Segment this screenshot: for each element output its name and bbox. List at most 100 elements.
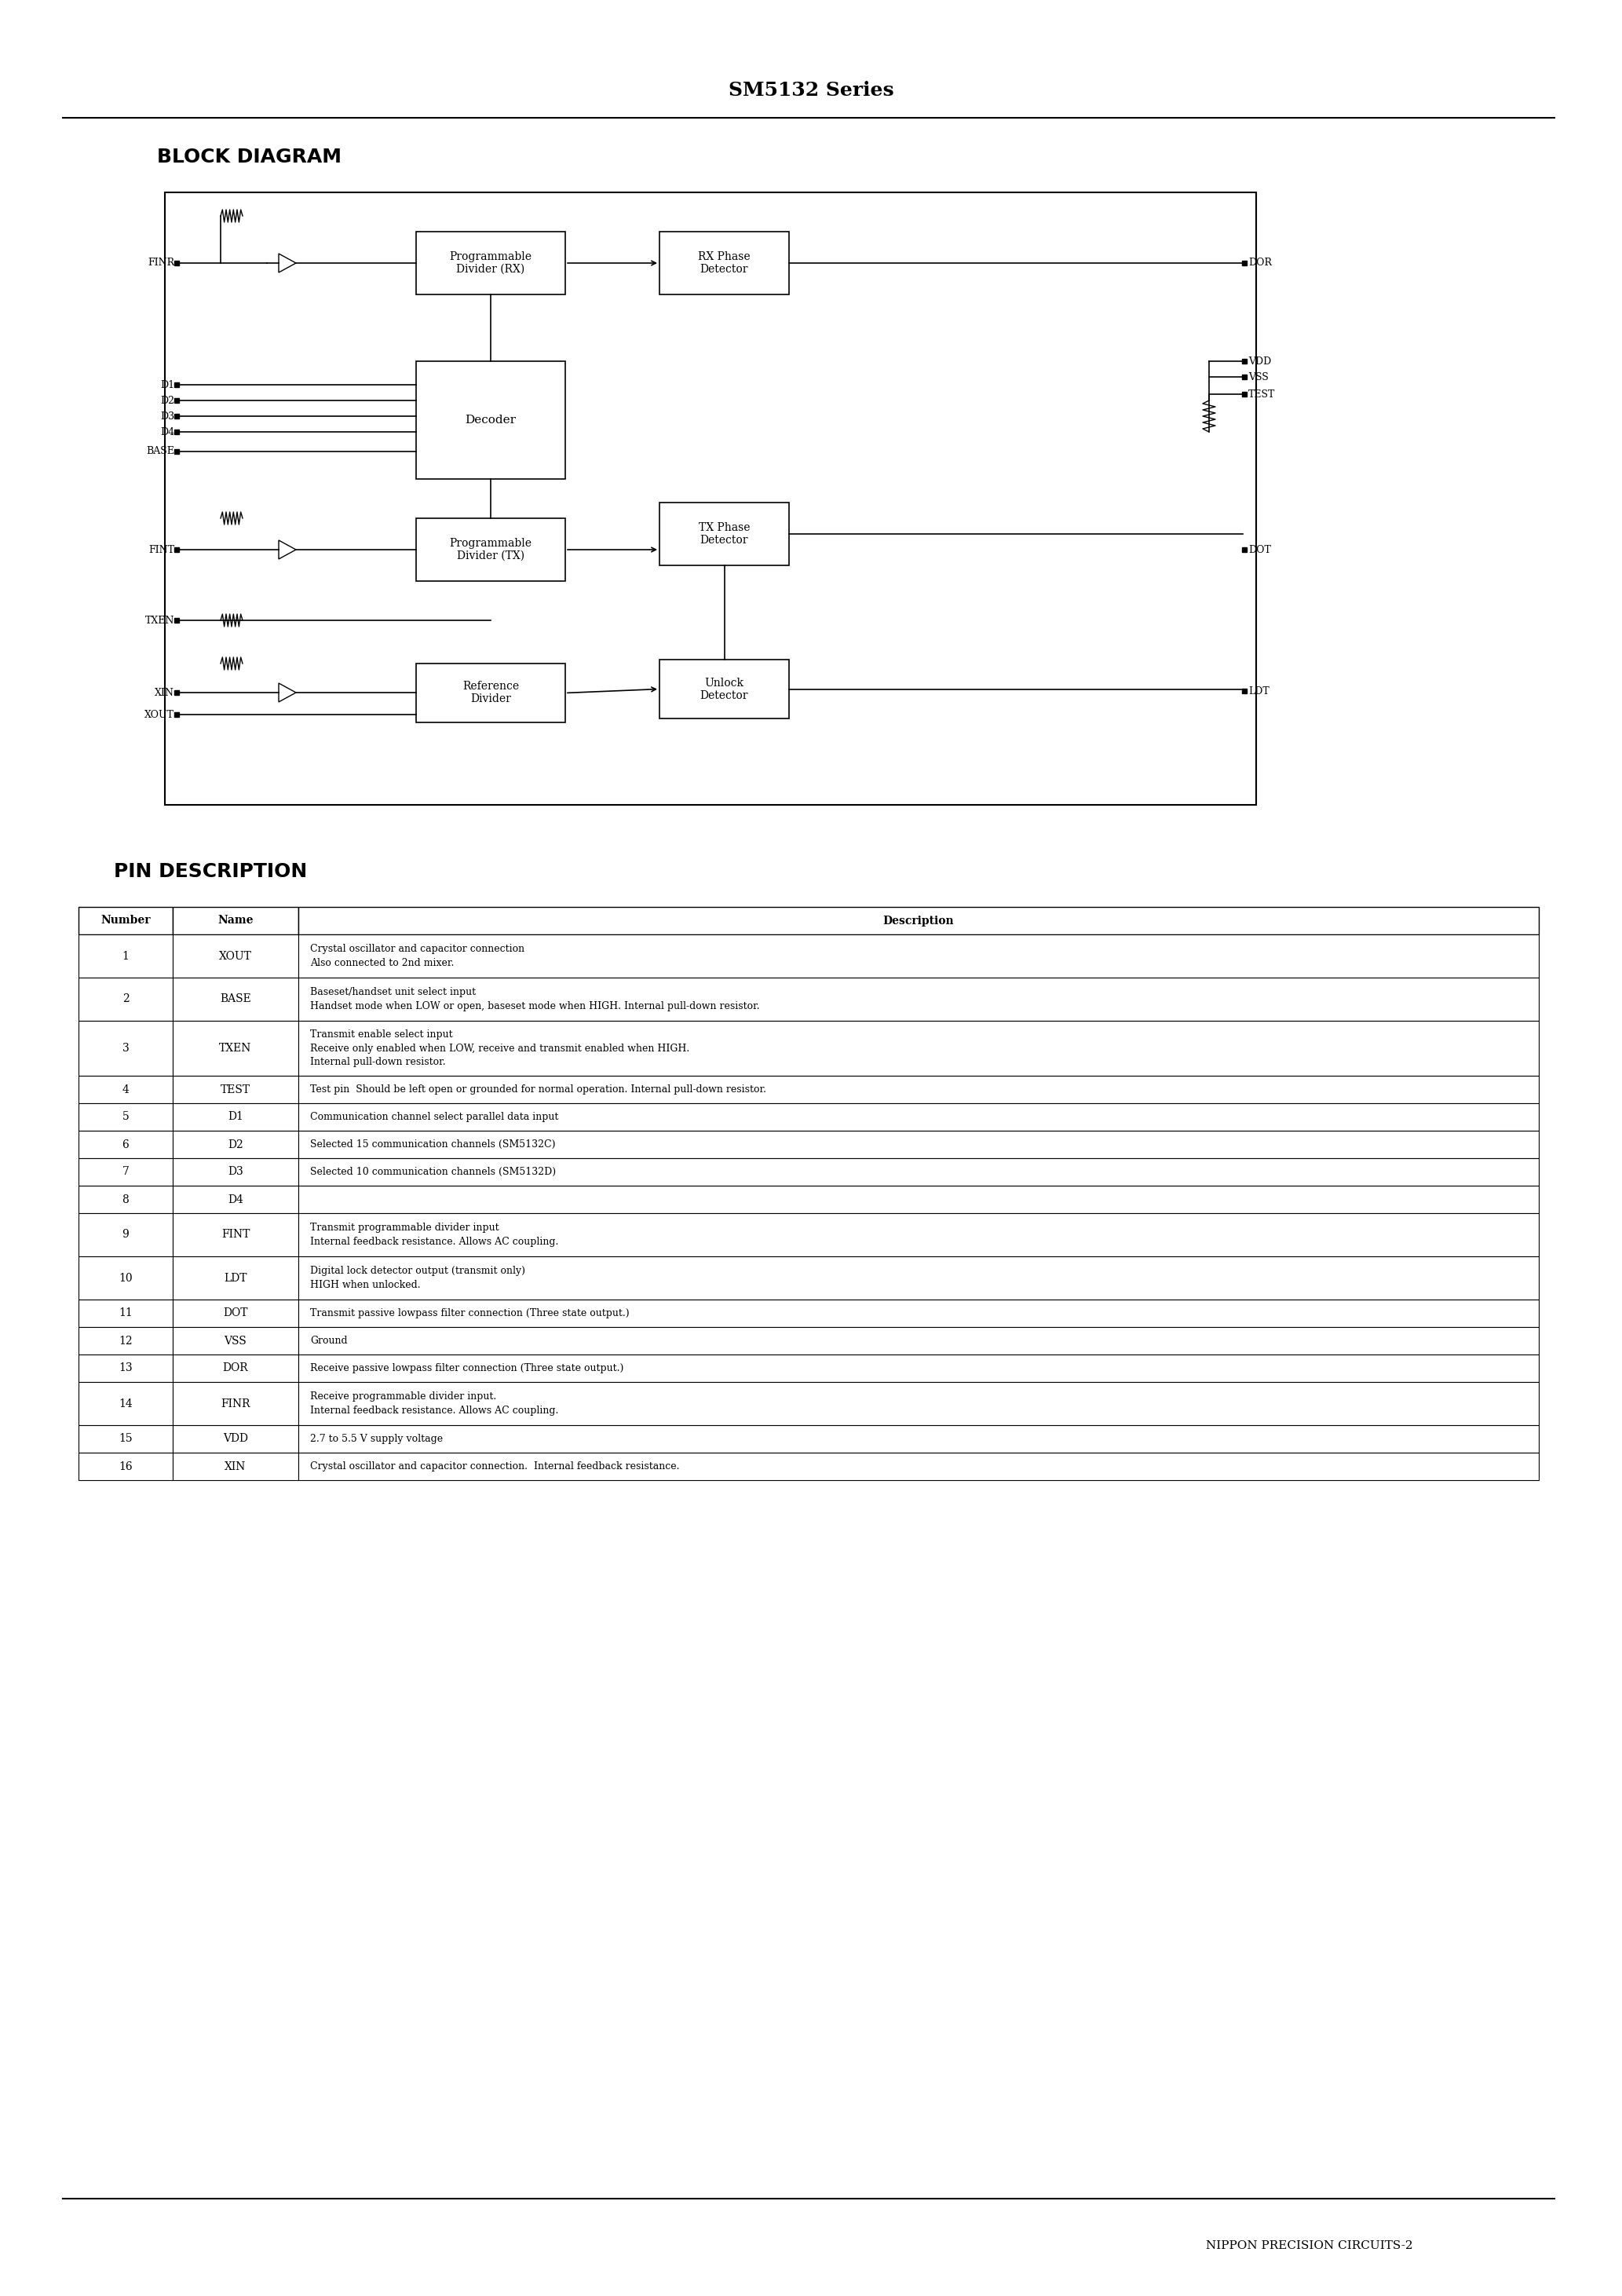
Text: Selected 15 communication channels (SM5132C): Selected 15 communication channels (SM51… xyxy=(310,1139,555,1150)
Text: TXEN: TXEN xyxy=(219,1042,251,1054)
Text: RX Phase: RX Phase xyxy=(697,250,751,262)
Text: Divider: Divider xyxy=(470,693,511,705)
Bar xyxy=(78,1256,172,1300)
Bar xyxy=(172,1130,298,1157)
Text: XOUT: XOUT xyxy=(144,709,174,719)
Text: DOT: DOT xyxy=(1249,544,1272,556)
Text: Name: Name xyxy=(217,916,253,925)
Text: D2: D2 xyxy=(227,1139,243,1150)
Text: Internal pull-down resistor.: Internal pull-down resistor. xyxy=(310,1056,446,1068)
Text: D3: D3 xyxy=(227,1166,243,1178)
Bar xyxy=(298,978,1539,1022)
Text: TEST: TEST xyxy=(1249,388,1275,400)
Text: 12: 12 xyxy=(118,1336,133,1345)
Bar xyxy=(78,1300,172,1327)
Bar xyxy=(78,978,172,1022)
Bar xyxy=(78,1453,172,1481)
Text: VSS: VSS xyxy=(1249,372,1268,381)
Bar xyxy=(78,1185,172,1212)
Text: Also connected to 2nd mixer.: Also connected to 2nd mixer. xyxy=(310,957,454,969)
Text: Baseset/handset unit select input: Baseset/handset unit select input xyxy=(310,987,475,996)
Text: Test pin  Should be left open or grounded for normal operation. Internal pull-do: Test pin Should be left open or grounded… xyxy=(310,1084,766,1095)
Text: Handset mode when LOW or open, baseset mode when HIGH. Internal pull-down resist: Handset mode when LOW or open, baseset m… xyxy=(310,1001,759,1013)
Text: 9: 9 xyxy=(122,1228,130,1240)
Bar xyxy=(298,1382,1539,1426)
Bar xyxy=(78,1382,172,1426)
Bar xyxy=(78,934,172,978)
Bar xyxy=(172,1185,298,1212)
Bar xyxy=(172,1355,298,1382)
Text: Decoder: Decoder xyxy=(466,416,516,425)
Bar xyxy=(172,1382,298,1426)
Text: Reference: Reference xyxy=(462,682,519,691)
Text: 15: 15 xyxy=(118,1433,133,1444)
Text: 5: 5 xyxy=(122,1111,130,1123)
Bar xyxy=(78,1104,172,1130)
Bar xyxy=(298,907,1539,934)
Bar xyxy=(417,519,564,581)
Bar xyxy=(172,1327,298,1355)
Text: 2.7 to 5.5 V supply voltage: 2.7 to 5.5 V supply voltage xyxy=(310,1433,443,1444)
Bar xyxy=(165,193,1255,806)
Text: Detector: Detector xyxy=(701,264,748,276)
Text: D4: D4 xyxy=(227,1194,243,1205)
Bar xyxy=(172,1157,298,1185)
Text: DOT: DOT xyxy=(224,1309,248,1318)
Text: 14: 14 xyxy=(118,1398,133,1410)
Text: Unlock: Unlock xyxy=(704,677,744,689)
Text: Internal feedback resistance. Allows AC coupling.: Internal feedback resistance. Allows AC … xyxy=(310,1405,558,1417)
Text: D1: D1 xyxy=(161,379,174,390)
Bar xyxy=(78,907,172,934)
Bar xyxy=(78,1327,172,1355)
Text: Communication channel select parallel data input: Communication channel select parallel da… xyxy=(310,1111,558,1123)
Text: FINT: FINT xyxy=(221,1228,250,1240)
Bar xyxy=(78,1022,172,1077)
Text: 16: 16 xyxy=(118,1460,133,1472)
Bar xyxy=(298,1355,1539,1382)
Bar xyxy=(172,934,298,978)
Text: Detector: Detector xyxy=(701,535,748,546)
Text: 1: 1 xyxy=(122,951,130,962)
Bar xyxy=(660,503,788,565)
Bar xyxy=(78,1077,172,1104)
Text: D4: D4 xyxy=(161,427,174,436)
Text: VDD: VDD xyxy=(222,1433,248,1444)
Text: Transmit enable select input: Transmit enable select input xyxy=(310,1029,453,1040)
Bar xyxy=(298,934,1539,978)
Text: DOR: DOR xyxy=(222,1364,248,1373)
Bar xyxy=(78,1212,172,1256)
Bar xyxy=(298,1157,1539,1185)
Text: 4: 4 xyxy=(122,1084,130,1095)
Text: Receive passive lowpass filter connection (Three state output.): Receive passive lowpass filter connectio… xyxy=(310,1364,623,1373)
Text: Description: Description xyxy=(882,916,954,925)
Text: Digital lock detector output (transmit only): Digital lock detector output (transmit o… xyxy=(310,1265,526,1277)
Text: Crystal oscillator and capacitor connection.  Internal feedback resistance.: Crystal oscillator and capacitor connect… xyxy=(310,1460,680,1472)
Text: 13: 13 xyxy=(118,1364,133,1373)
Text: Crystal oscillator and capacitor connection: Crystal oscillator and capacitor connect… xyxy=(310,944,524,953)
Text: LDT: LDT xyxy=(1249,687,1270,696)
Text: XOUT: XOUT xyxy=(219,951,251,962)
Text: Receive programmable divider input.: Receive programmable divider input. xyxy=(310,1391,496,1401)
Text: TXEN: TXEN xyxy=(144,615,174,625)
Text: BASE: BASE xyxy=(221,994,251,1006)
Text: NIPPON PRECISION CIRCUITS-2: NIPPON PRECISION CIRCUITS-2 xyxy=(1207,2241,1413,2252)
Text: HIGH when unlocked.: HIGH when unlocked. xyxy=(310,1281,420,1290)
Bar xyxy=(78,1426,172,1453)
Bar xyxy=(298,1022,1539,1077)
Bar xyxy=(78,1157,172,1185)
Text: FINT: FINT xyxy=(148,544,174,556)
Text: Internal feedback resistance. Allows AC coupling.: Internal feedback resistance. Allows AC … xyxy=(310,1238,558,1247)
Bar xyxy=(417,232,564,294)
Bar xyxy=(172,1212,298,1256)
Text: Ground: Ground xyxy=(310,1336,347,1345)
Text: BLOCK DIAGRAM: BLOCK DIAGRAM xyxy=(157,147,342,168)
Text: BASE: BASE xyxy=(146,445,174,457)
Text: Divider (RX): Divider (RX) xyxy=(456,264,526,276)
Text: FINR: FINR xyxy=(221,1398,250,1410)
Text: Transmit passive lowpass filter connection (Three state output.): Transmit passive lowpass filter connecti… xyxy=(310,1309,629,1318)
Bar xyxy=(172,1256,298,1300)
Bar xyxy=(298,1104,1539,1130)
Text: Number: Number xyxy=(101,916,151,925)
Text: 6: 6 xyxy=(122,1139,130,1150)
Bar xyxy=(660,659,788,719)
